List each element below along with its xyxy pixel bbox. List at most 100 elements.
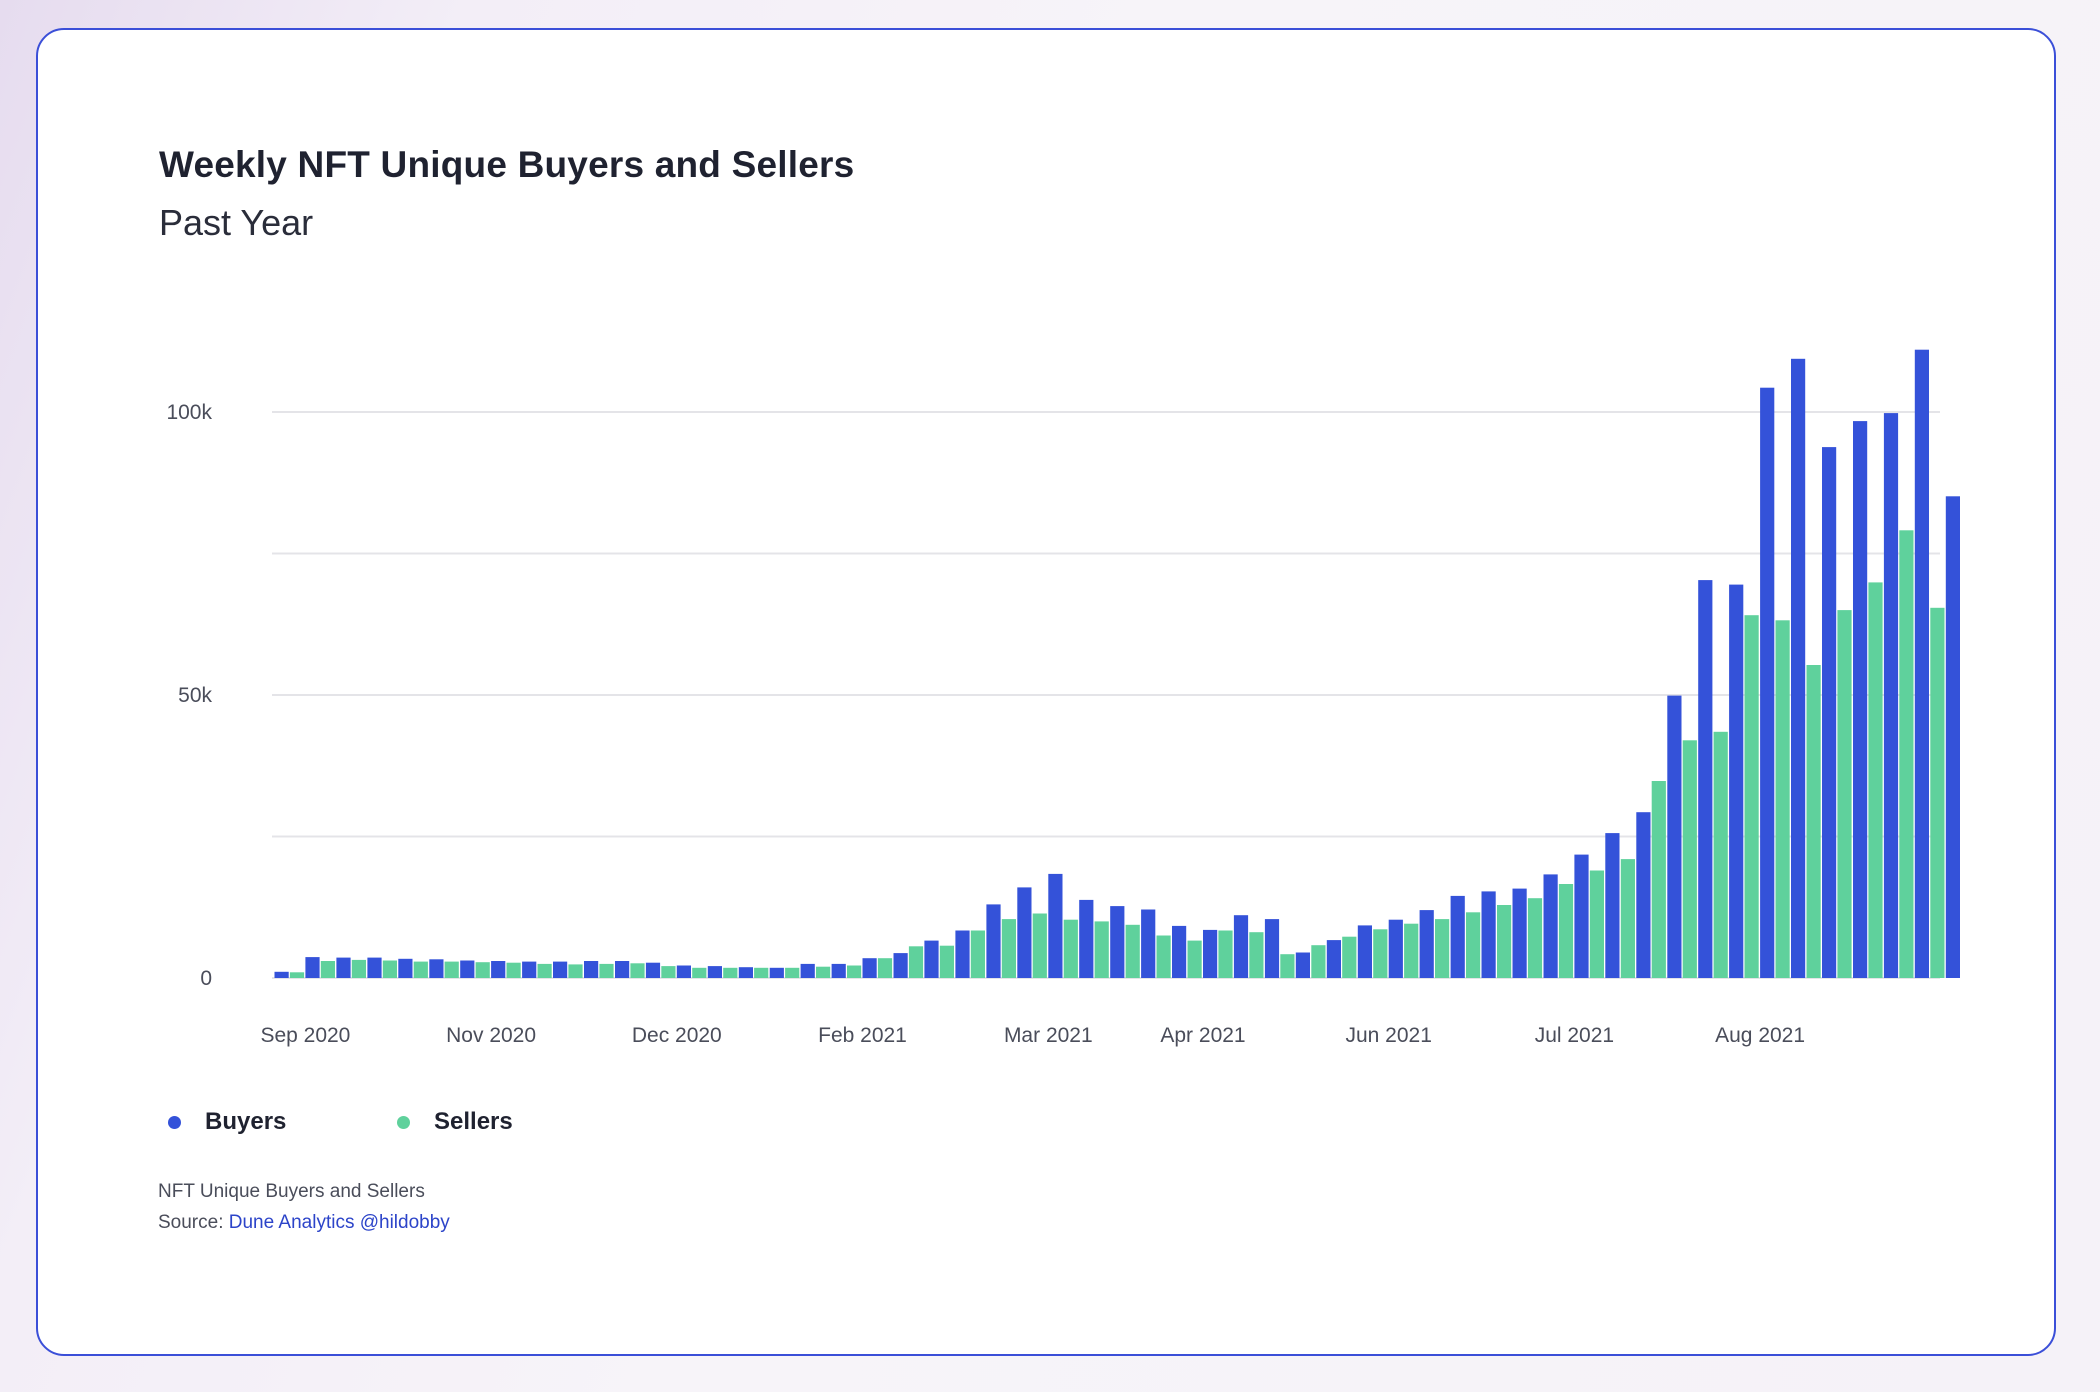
- sellers-bar[interactable]: [692, 967, 707, 978]
- sellers-bar[interactable]: [1899, 530, 1914, 978]
- buyers-bar[interactable]: [1914, 349, 1929, 978]
- buyers-bar[interactable]: [645, 962, 661, 978]
- buyers-bar[interactable]: [1388, 919, 1403, 978]
- sellers-bar[interactable]: [1806, 665, 1821, 978]
- buyers-bar[interactable]: [986, 904, 1001, 978]
- buyers-bar[interactable]: [1760, 387, 1775, 978]
- sellers-bar[interactable]: [351, 959, 366, 978]
- sellers-bar[interactable]: [475, 962, 490, 978]
- sellers-bar[interactable]: [1837, 610, 1852, 978]
- legend-item-sellers[interactable]: Sellers: [397, 1108, 513, 1136]
- sellers-bar[interactable]: [1404, 923, 1419, 978]
- sellers-bar[interactable]: [1527, 898, 1543, 978]
- sellers-bar[interactable]: [1063, 919, 1078, 978]
- sellers-bar[interactable]: [877, 958, 893, 978]
- sellers-bar[interactable]: [816, 966, 831, 978]
- legend-item-buyers[interactable]: Buyers: [168, 1108, 286, 1136]
- buyers-bar[interactable]: [460, 960, 475, 979]
- buyers-bar[interactable]: [1048, 873, 1063, 978]
- buyers-bar[interactable]: [1264, 919, 1280, 978]
- buyers-bar[interactable]: [615, 961, 630, 978]
- sellers-bar[interactable]: [599, 963, 614, 978]
- sellers-bar[interactable]: [289, 972, 305, 978]
- buyers-bar[interactable]: [1667, 695, 1682, 978]
- sellers-bar[interactable]: [1589, 870, 1604, 979]
- buyers-bar[interactable]: [862, 958, 877, 978]
- buyers-bar[interactable]: [1295, 952, 1310, 979]
- sellers-bar[interactable]: [939, 945, 954, 978]
- buyers-bar[interactable]: [305, 957, 320, 978]
- buyers-bar[interactable]: [1141, 909, 1156, 979]
- sellers-bar[interactable]: [1373, 929, 1388, 978]
- sellers-bar[interactable]: [1125, 924, 1140, 978]
- buyers-bar[interactable]: [893, 953, 908, 978]
- sellers-bar[interactable]: [1497, 905, 1512, 978]
- buyers-bar[interactable]: [1357, 925, 1372, 978]
- buyers-bar[interactable]: [274, 971, 289, 978]
- sellers-bar[interactable]: [1651, 781, 1666, 978]
- sellers-bar[interactable]: [1713, 731, 1728, 978]
- sellers-bar[interactable]: [908, 946, 924, 978]
- buyers-bar[interactable]: [1017, 887, 1032, 978]
- buyers-bar[interactable]: [676, 965, 691, 979]
- sellers-bar[interactable]: [1001, 919, 1016, 978]
- buyers-bar[interactable]: [1512, 888, 1527, 978]
- sellers-bar[interactable]: [1156, 935, 1171, 979]
- buyers-bar[interactable]: [1698, 580, 1713, 978]
- buyers-bar[interactable]: [1079, 899, 1094, 978]
- sellers-bar[interactable]: [847, 965, 862, 979]
- buyers-bar[interactable]: [769, 967, 784, 978]
- sellers-bar[interactable]: [970, 930, 985, 979]
- buyers-bar[interactable]: [336, 957, 351, 978]
- sellers-bar[interactable]: [1435, 919, 1450, 978]
- sellers-bar[interactable]: [444, 961, 459, 978]
- sellers-bar[interactable]: [661, 966, 676, 978]
- sellers-bar[interactable]: [1466, 912, 1481, 978]
- buyers-bar[interactable]: [738, 967, 753, 978]
- sellers-bar[interactable]: [1187, 940, 1202, 978]
- buyers-bar[interactable]: [1574, 854, 1589, 978]
- buyers-bar[interactable]: [584, 961, 599, 978]
- buyers-bar[interactable]: [1233, 915, 1249, 978]
- sellers-bar[interactable]: [1342, 936, 1357, 978]
- sellers-bar[interactable]: [630, 963, 645, 978]
- sellers-bar[interactable]: [1032, 913, 1047, 979]
- buyers-bar[interactable]: [1450, 895, 1465, 978]
- buyers-bar[interactable]: [924, 940, 939, 978]
- sellers-bar[interactable]: [1868, 582, 1883, 978]
- buyers-bar[interactable]: [1853, 421, 1868, 979]
- sellers-bar[interactable]: [723, 967, 738, 978]
- buyers-bar[interactable]: [1419, 910, 1434, 978]
- buyers-bar[interactable]: [1729, 584, 1744, 978]
- buyers-bar[interactable]: [1172, 925, 1187, 978]
- sellers-bar[interactable]: [382, 960, 397, 979]
- sellers-bar[interactable]: [1775, 620, 1790, 978]
- sellers-bar[interactable]: [1682, 740, 1697, 978]
- buyers-bar[interactable]: [1791, 358, 1806, 978]
- buyers-bar[interactable]: [955, 930, 970, 979]
- buyers-bar[interactable]: [398, 958, 413, 978]
- sellers-bar[interactable]: [1558, 884, 1574, 978]
- sellers-bar[interactable]: [1218, 930, 1233, 979]
- buyers-bar[interactable]: [1822, 447, 1837, 979]
- sellers-bar[interactable]: [1620, 859, 1635, 978]
- sellers-bar[interactable]: [1249, 932, 1264, 978]
- buyers-bar[interactable]: [1636, 812, 1651, 978]
- buyers-bar[interactable]: [1883, 413, 1899, 979]
- buyers-bar[interactable]: [522, 961, 537, 978]
- buyers-bar[interactable]: [1326, 940, 1341, 978]
- sellers-bar[interactable]: [785, 967, 800, 978]
- buyers-bar[interactable]: [1203, 929, 1218, 978]
- buyers-bar[interactable]: [367, 957, 382, 978]
- sellers-bar[interactable]: [413, 961, 428, 978]
- sellers-bar[interactable]: [568, 964, 583, 978]
- buyers-bar[interactable]: [429, 959, 444, 978]
- sellers-bar[interactable]: [1930, 607, 1945, 978]
- buyers-bar[interactable]: [831, 963, 846, 978]
- buyers-bar[interactable]: [707, 966, 722, 978]
- source-link[interactable]: Dune Analytics @hildobby: [228, 1212, 450, 1233]
- sellers-bar[interactable]: [1744, 615, 1759, 978]
- sellers-bar[interactable]: [1094, 921, 1109, 978]
- buyers-bar[interactable]: [800, 963, 815, 978]
- buyers-bar[interactable]: [553, 961, 568, 978]
